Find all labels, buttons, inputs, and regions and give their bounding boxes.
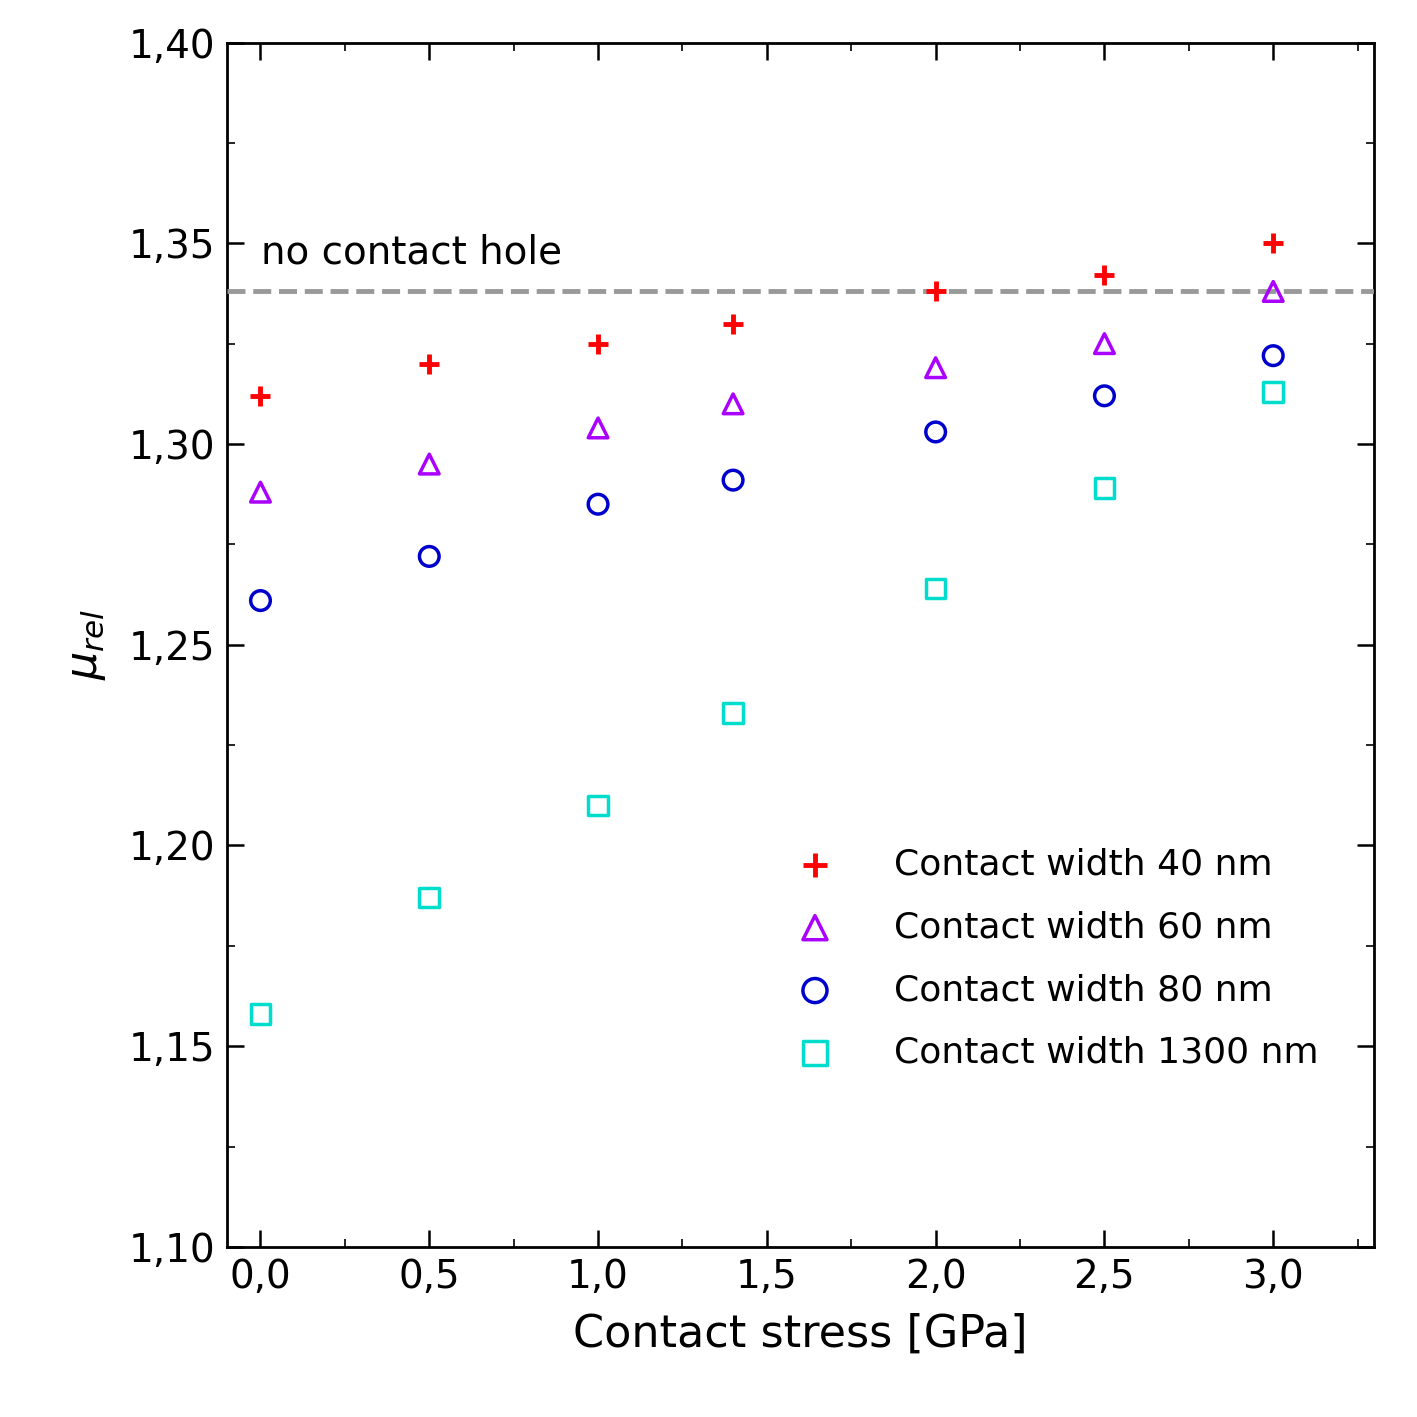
Contact width 60 nm xyxy=(721,393,744,415)
Contact width 40 nm xyxy=(1263,232,1285,255)
X-axis label: Contact stress [GPa]: Contact stress [GPa] xyxy=(574,1312,1027,1356)
Contact width 1300 nm xyxy=(1093,478,1115,500)
Contact width 60 nm xyxy=(1263,281,1285,303)
Contact width 40 nm xyxy=(418,353,441,376)
Legend: Contact width 40 nm, Contact width 60 nm, Contact width 80 nm, Contact width 130: Contact width 40 nm, Contact width 60 nm… xyxy=(764,833,1333,1084)
Contact width 80 nm xyxy=(418,546,441,568)
Contact width 80 nm xyxy=(587,493,609,516)
Contact width 1300 nm xyxy=(418,887,441,910)
Contact width 60 nm xyxy=(1093,333,1115,356)
Contact width 80 nm xyxy=(924,421,947,444)
Contact width 40 nm xyxy=(249,384,272,407)
Contact width 60 nm xyxy=(587,417,609,439)
Text: no contact hole: no contact hole xyxy=(261,234,563,272)
Contact width 60 nm xyxy=(249,480,272,503)
Contact width 1300 nm xyxy=(587,794,609,816)
Contact width 80 nm xyxy=(249,589,272,612)
Contact width 80 nm xyxy=(1263,344,1285,367)
Y-axis label: $\mu_{rel}$: $\mu_{rel}$ xyxy=(65,609,108,680)
Contact width 1300 nm xyxy=(721,701,744,724)
Contact width 80 nm xyxy=(721,469,744,492)
Contact width 40 nm xyxy=(721,312,744,334)
Contact width 1300 nm xyxy=(924,577,947,599)
Contact width 40 nm xyxy=(587,333,609,356)
Contact width 40 nm xyxy=(1093,264,1115,286)
Contact width 1300 nm xyxy=(1263,381,1285,404)
Contact width 40 nm xyxy=(924,281,947,303)
Contact width 60 nm xyxy=(924,357,947,380)
Contact width 80 nm xyxy=(1093,384,1115,407)
Contact width 60 nm xyxy=(418,453,441,476)
Contact width 1300 nm xyxy=(249,1003,272,1026)
